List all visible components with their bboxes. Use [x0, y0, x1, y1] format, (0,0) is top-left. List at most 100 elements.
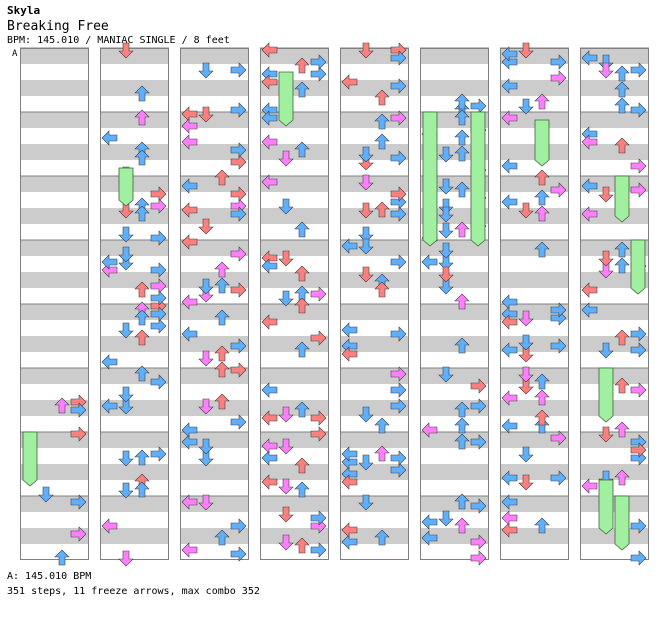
arrow-down	[358, 266, 374, 283]
arrow-right	[390, 50, 407, 66]
arrow-down	[118, 550, 134, 567]
arrow-up	[454, 433, 470, 450]
arrow-left	[101, 398, 118, 414]
arrow-down	[438, 198, 454, 215]
arrow-up	[614, 81, 630, 98]
beat-stripe	[340, 272, 409, 288]
arrow-up	[534, 409, 550, 426]
arrow-right	[390, 150, 407, 166]
arrow-down	[518, 310, 534, 327]
arrow-up	[614, 137, 630, 154]
arrow-up	[294, 221, 310, 238]
freeze-arrow	[422, 111, 438, 247]
column-border	[580, 48, 649, 560]
arrow-up	[294, 265, 310, 282]
arrow-right	[310, 410, 327, 426]
beat-stripe	[500, 240, 569, 256]
arrow-right	[70, 426, 87, 442]
arrow-up	[454, 417, 470, 434]
arrow-up	[374, 529, 390, 546]
beat-stripe	[20, 336, 89, 352]
beat-stripe	[20, 304, 89, 320]
beat-stripe	[260, 272, 329, 288]
beat-stripe	[260, 240, 329, 256]
arrow-down	[278, 506, 294, 523]
arrow-left	[261, 314, 278, 330]
freeze-arrow	[598, 479, 614, 535]
arrow-right	[390, 110, 407, 126]
arrow-up	[454, 145, 470, 162]
arrow-left	[581, 134, 598, 150]
arrow-left	[181, 422, 198, 438]
arrow-up	[294, 141, 310, 158]
arrow-up	[454, 401, 470, 418]
arrow-right	[470, 378, 487, 394]
arrow-left	[501, 110, 518, 126]
arrow-up	[614, 469, 630, 486]
arrow-left	[421, 254, 438, 270]
chart-column	[20, 47, 89, 566]
arrow-right	[150, 262, 167, 278]
beat-stripe	[420, 304, 489, 320]
arrow-left	[261, 174, 278, 190]
arrow-right	[550, 70, 567, 86]
arrow-up	[534, 417, 550, 434]
arrow-left	[261, 134, 278, 150]
arrow-left	[181, 202, 198, 218]
arrow-down	[198, 438, 214, 455]
arrow-right	[230, 518, 247, 534]
arrow-left	[101, 130, 118, 146]
arrow-right	[150, 230, 167, 246]
beat-stripe	[420, 240, 489, 256]
arrow-right	[630, 382, 647, 398]
chart-meta: BPM: 145.010 / MANIAC SINGLE / 8 feet	[7, 35, 230, 46]
bpm-marker: A	[12, 49, 18, 59]
arrow-up	[454, 129, 470, 146]
arrow-up	[214, 261, 230, 278]
arrow-right	[390, 382, 407, 398]
arrow-down	[518, 98, 534, 115]
arrow-up	[214, 169, 230, 186]
arrow-right	[630, 182, 647, 198]
arrow-down	[438, 242, 454, 259]
arrow-up	[534, 93, 550, 110]
arrow-left	[581, 302, 598, 318]
beat-stripe	[20, 48, 89, 64]
arrow-left	[501, 194, 518, 210]
arrow-down	[358, 226, 374, 243]
beat-stripe	[260, 208, 329, 224]
arrow-up	[534, 517, 550, 534]
arrow-right	[550, 470, 567, 486]
arrow-up	[134, 85, 150, 102]
arrow-left	[181, 326, 198, 342]
beat-stripe	[180, 464, 249, 480]
arrow-left	[181, 542, 198, 558]
step-stats: 351 steps, 11 freeze arrows, max combo 3…	[7, 586, 260, 597]
arrow-left	[341, 346, 358, 362]
arrow-left	[261, 474, 278, 490]
arrow-down	[438, 222, 454, 239]
chart-footer: A: 145.010 BPM 351 steps, 11 freeze arro…	[7, 569, 260, 599]
arrow-right	[470, 550, 487, 566]
arrow-down	[598, 54, 614, 71]
arrow-left	[581, 178, 598, 194]
beat-stripe	[260, 464, 329, 480]
arrow-up	[294, 401, 310, 418]
beat-stripe	[100, 112, 169, 128]
arrow-up	[134, 109, 150, 126]
arrow-right	[230, 282, 247, 298]
arrow-left	[501, 46, 518, 62]
arrow-up	[214, 529, 230, 546]
arrow-left	[501, 390, 518, 406]
arrow-left	[501, 78, 518, 94]
arrow-down	[358, 202, 374, 219]
arrow-up	[134, 481, 150, 498]
arrow-right	[390, 78, 407, 94]
arrow-down	[118, 246, 134, 263]
beat-stripe	[20, 80, 89, 96]
beat-stripe	[180, 528, 249, 544]
arrow-left	[101, 354, 118, 370]
arrow-right	[230, 414, 247, 430]
arrow-down	[118, 322, 134, 339]
arrow-right	[230, 142, 247, 158]
